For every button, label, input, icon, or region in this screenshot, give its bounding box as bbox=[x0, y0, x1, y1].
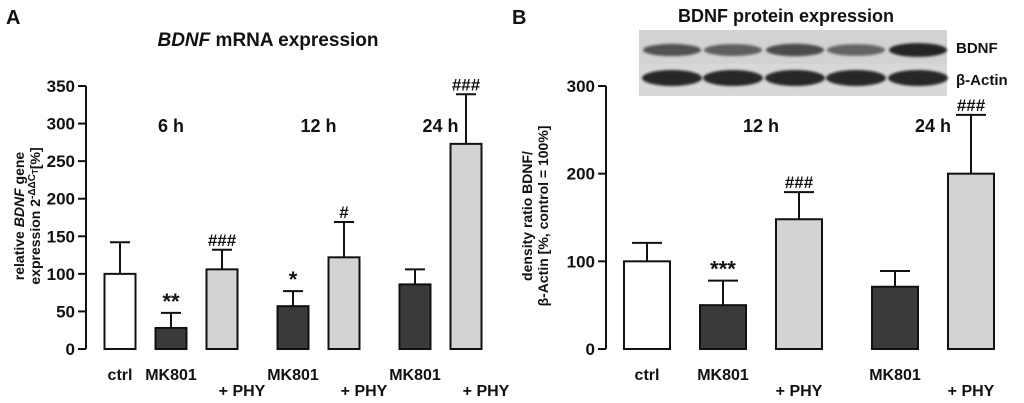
blot-band-actin bbox=[642, 70, 702, 86]
panel-a-plot: 0 50 100 150 200 250 300 350 ctrl ** MK801 ### + PHY… bbox=[47, 75, 510, 400]
blot-band-bdnf bbox=[643, 43, 701, 57]
bar-mk801 bbox=[276, 305, 310, 351]
x-category-label: MK801 bbox=[389, 367, 441, 384]
significance-label: # bbox=[339, 203, 349, 222]
blot-label-actin: β-Actin bbox=[956, 72, 1008, 89]
bar-mk801 bbox=[871, 285, 919, 350]
x-category-label: MK801 bbox=[697, 367, 749, 384]
blot-band-bdnf bbox=[889, 43, 947, 57]
blot-band-bdnf bbox=[704, 44, 762, 56]
y-tick-label: 0 bbox=[66, 340, 75, 359]
x-category-label: ctrl bbox=[108, 367, 133, 384]
y-tick-label: 300 bbox=[567, 77, 595, 96]
bar-phy bbox=[327, 256, 361, 350]
significance-label: ** bbox=[162, 289, 180, 314]
svg-text:expression 2-ΔΔCT[%]: expression 2-ΔΔCT[%] bbox=[27, 147, 43, 284]
western-blot: BDNF β-Actin bbox=[639, 30, 1008, 96]
bar-ctrl bbox=[103, 272, 137, 351]
y-tick-label: 200 bbox=[567, 165, 595, 184]
panel-a-title: BDNF mRNA expression bbox=[157, 30, 378, 51]
y-tick-label: 150 bbox=[47, 227, 75, 246]
x-category-label: + PHY bbox=[948, 383, 995, 400]
group-label: 12 h bbox=[743, 116, 779, 136]
bar-phy bbox=[947, 172, 995, 350]
significance-label: ### bbox=[785, 173, 814, 192]
y-tick-label: 200 bbox=[47, 190, 75, 209]
group-label: 24 h bbox=[915, 116, 951, 136]
bar-mk801 bbox=[154, 326, 188, 350]
blot-band-actin bbox=[826, 70, 886, 86]
x-category-label: ctrl bbox=[635, 367, 660, 384]
y-tick-label: 50 bbox=[56, 302, 75, 321]
y-tick-label: 0 bbox=[586, 340, 595, 359]
significance-label: * bbox=[289, 267, 298, 292]
blot-band-actin bbox=[888, 70, 948, 86]
x-category-label: + PHY bbox=[219, 383, 266, 400]
bar-phy bbox=[205, 268, 239, 350]
y-tick-label: 300 bbox=[47, 115, 75, 134]
group-label: 6 h bbox=[158, 116, 184, 136]
significance-label: ### bbox=[208, 231, 237, 250]
significance-label: ### bbox=[452, 75, 481, 94]
bar-phy bbox=[449, 142, 483, 350]
group-label: 24 h bbox=[422, 116, 458, 136]
panel-a-ylabel: relative BDNF gene expression 2-ΔΔCT[%] bbox=[11, 147, 43, 284]
bar-mk801 bbox=[699, 304, 747, 350]
y-tick-label: 100 bbox=[567, 252, 595, 271]
x-category-label: + PHY bbox=[341, 383, 388, 400]
svg-text:relative BDNF gene: relative BDNF gene bbox=[11, 152, 27, 281]
panel-b-ylabel: density ratio BDNF/ β-Actin [%, control … bbox=[519, 126, 551, 307]
blot-band-actin bbox=[765, 70, 825, 86]
y-tick-label: 100 bbox=[47, 265, 75, 284]
x-category-label: MK801 bbox=[145, 367, 197, 384]
bar-mk801 bbox=[398, 283, 432, 350]
blot-label-bdnf: BDNF bbox=[956, 40, 998, 57]
bar-phy bbox=[775, 218, 823, 350]
x-category-label: + PHY bbox=[776, 383, 823, 400]
significance-label: *** bbox=[710, 257, 736, 282]
panel-b-label: B bbox=[512, 7, 526, 29]
group-label: 12 h bbox=[300, 116, 336, 136]
y-tick-label: 250 bbox=[47, 152, 75, 171]
panel-b-title: BDNF protein expression bbox=[678, 6, 894, 26]
x-category-label: MK801 bbox=[267, 367, 319, 384]
blot-band-actin bbox=[703, 70, 763, 86]
blot-band-bdnf bbox=[766, 43, 824, 57]
bar-ctrl bbox=[623, 260, 671, 351]
x-category-label: MK801 bbox=[869, 367, 921, 384]
svg-text:β-Actin [%, control = 100%]: β-Actin [%, control = 100%] bbox=[535, 126, 551, 307]
panel-b-plot: 0 100 200 300 ctrl *** MK801 ### + PHY MK801 ### + … bbox=[567, 77, 995, 400]
x-category-label: + PHY bbox=[463, 383, 510, 400]
blot-band-bdnf bbox=[827, 44, 885, 56]
panel-a-label: A bbox=[6, 7, 20, 29]
y-tick-label: 350 bbox=[47, 77, 75, 96]
significance-label: ### bbox=[957, 96, 986, 115]
svg-text:density ratio BDNF/: density ratio BDNF/ bbox=[519, 151, 535, 281]
